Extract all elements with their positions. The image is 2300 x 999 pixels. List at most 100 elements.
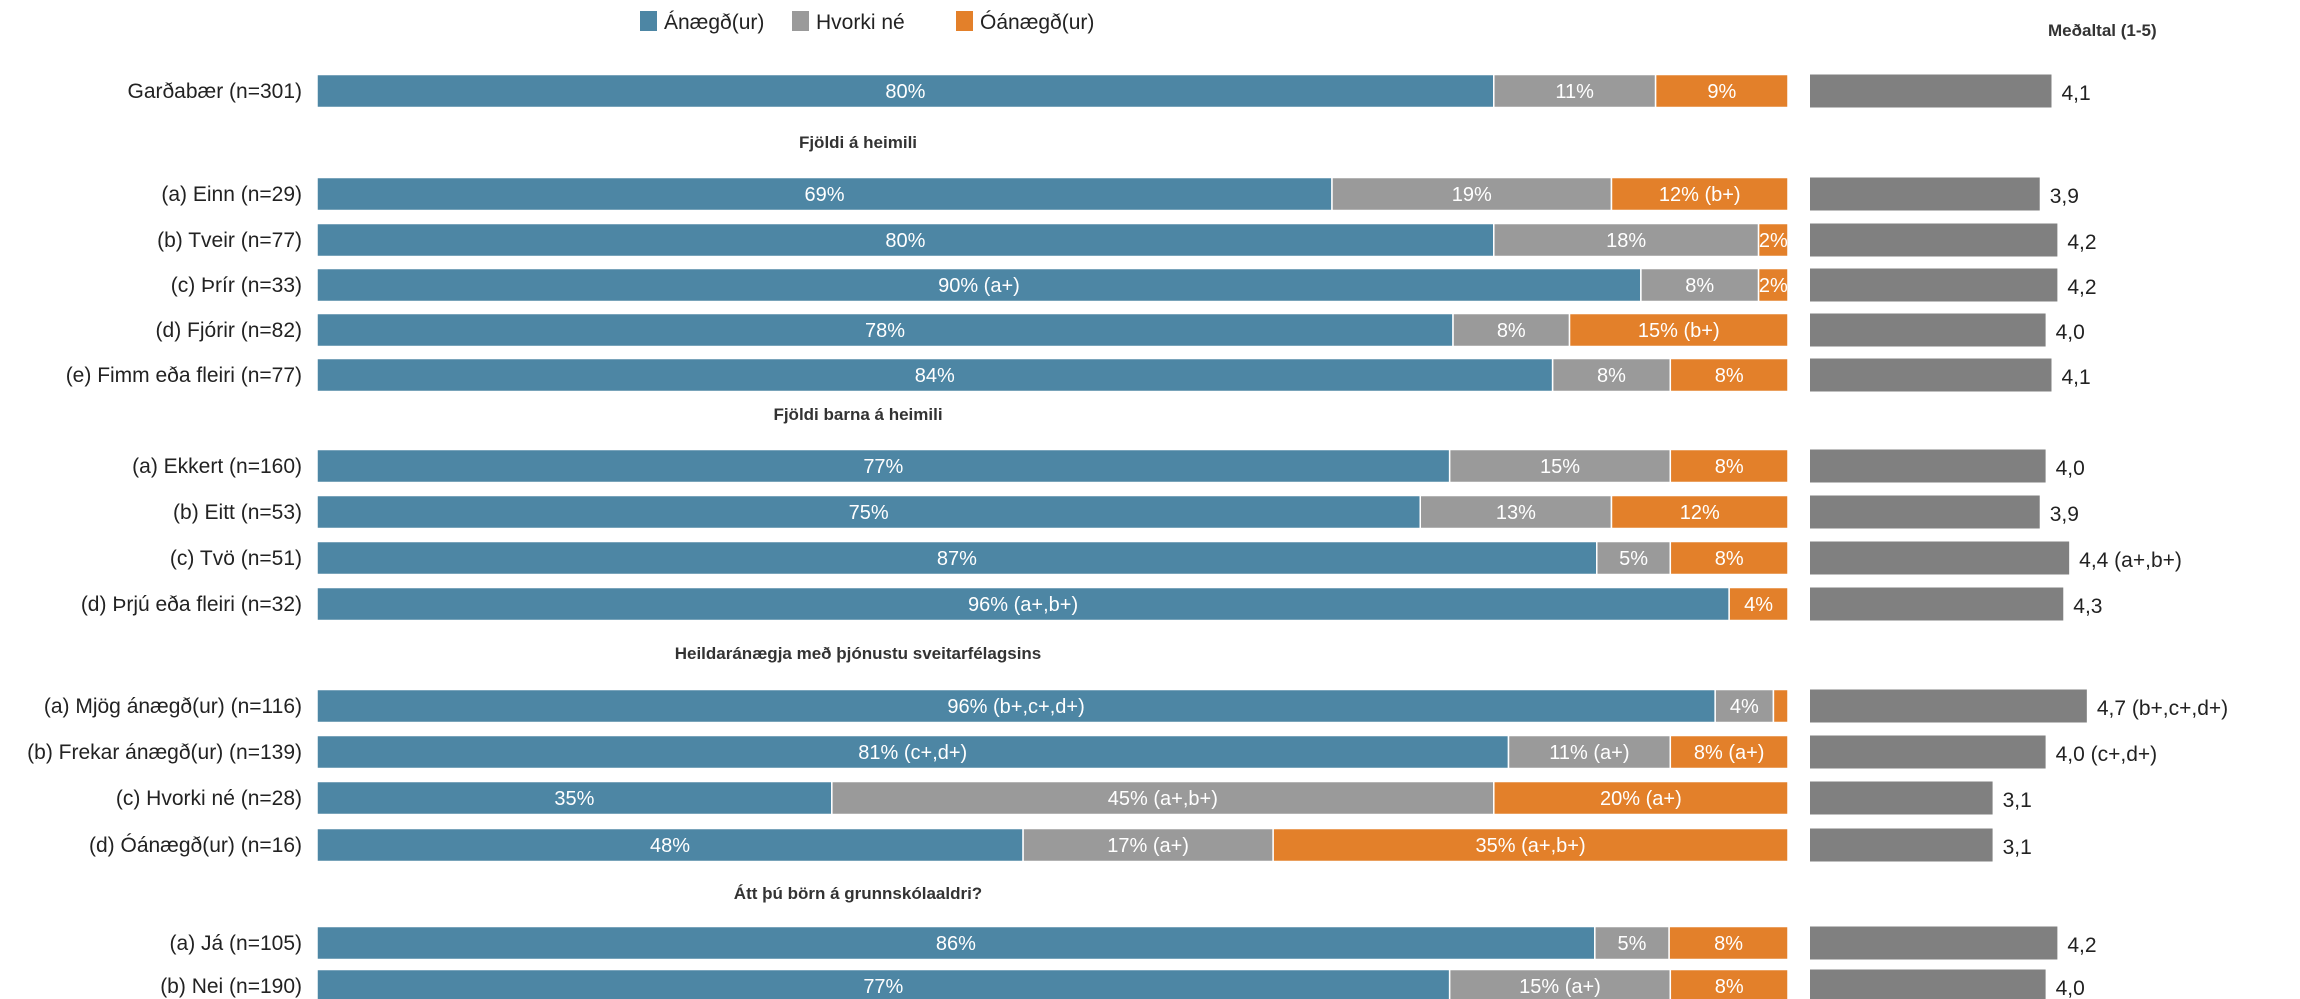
bar-segment-hvorki-ne bbox=[1493, 222, 1760, 258]
bar-segment-hvorki-ne bbox=[1419, 494, 1613, 530]
mean-bar bbox=[1810, 313, 2046, 347]
bar-segment-hvorki-ne bbox=[1452, 312, 1571, 348]
data-label-anaegd-ur: 75% bbox=[849, 502, 889, 524]
bar-segment-hvorki-ne bbox=[1714, 688, 1775, 724]
group-title: Heildaránægja með þjónustu sveitarfélags… bbox=[675, 644, 1042, 663]
bar-segment-anaegd-ur bbox=[316, 312, 1454, 348]
data-label-oanaegd-ur: 15% (b+) bbox=[1638, 320, 1720, 342]
mean-bar bbox=[1810, 735, 2046, 769]
mean-bar bbox=[1810, 223, 2058, 257]
data-label-anaegd-ur: 87% bbox=[937, 548, 977, 570]
row-label: (b) Frekar ánægð(ur) (n=139) bbox=[27, 741, 302, 764]
data-label-hvorki-ne: 18% bbox=[1606, 230, 1646, 252]
data-label-oanaegd-ur: 20% (a+) bbox=[1600, 788, 1682, 810]
data-label-anaegd-ur: 35% bbox=[554, 788, 594, 810]
data-label-oanaegd-ur: 8% (a+) bbox=[1694, 742, 1765, 764]
mean-bar bbox=[1810, 495, 2040, 529]
bar-segment-hvorki-ne bbox=[1493, 73, 1657, 109]
data-label-anaegd-ur: 77% bbox=[863, 456, 903, 478]
bar-segment-anaegd-ur bbox=[316, 540, 1598, 576]
bar-segment-oanaegd-ur bbox=[1669, 734, 1789, 770]
row-label: (d) Óánægð(ur) (n=16) bbox=[89, 834, 302, 857]
data-label-hvorki-ne: 15% (a+) bbox=[1519, 976, 1601, 998]
row-label: (d) Þrjú eða fleiri (n=32) bbox=[81, 593, 302, 616]
bar-segment-hvorki-ne bbox=[1448, 968, 1672, 999]
row-label: (e) Fimm eða fleiri (n=77) bbox=[66, 364, 302, 387]
chart-row: (b) Tveir (n=77) 80% 18% 2% 4,2 bbox=[157, 222, 2097, 258]
legend-swatch bbox=[792, 11, 809, 31]
row-label: (c) Hvorki né (n=28) bbox=[116, 787, 302, 810]
chart-row: (a) Já (n=105) 86% 5% 8% 4,2 bbox=[170, 925, 2097, 961]
mean-column-title: Meðaltal (1-5) bbox=[2048, 21, 2157, 40]
bar-segment-anaegd-ur bbox=[316, 73, 1495, 109]
data-label-anaegd-ur: 86% bbox=[936, 933, 976, 955]
mean-value-label: 3,1 bbox=[2003, 836, 2032, 859]
mean-bar bbox=[1810, 969, 2046, 999]
mean-bar bbox=[1810, 689, 2087, 723]
data-label-oanaegd-ur: 12% bbox=[1680, 502, 1720, 524]
bar-segment-oanaegd-ur bbox=[1669, 357, 1789, 393]
chart-row: (b) Eitt (n=53) 75% 13% 12% 3,9 bbox=[173, 494, 2079, 530]
data-label-hvorki-ne: 19% bbox=[1452, 184, 1492, 206]
bar-segment-anaegd-ur bbox=[316, 448, 1451, 484]
mean-bar bbox=[1810, 541, 2070, 575]
mean-value-label: 4,2 bbox=[2067, 934, 2096, 957]
legend-swatch bbox=[640, 11, 657, 31]
chart-row: Garðabær (n=301) 80% 11% 9% 4,1 bbox=[127, 73, 2091, 109]
row-label: (d) Fjórir (n=82) bbox=[156, 319, 302, 342]
data-label-hvorki-ne: 5% bbox=[1618, 933, 1647, 955]
chart-row: (c) Tvö (n=51) 87% 5% 8% 4,4 (a+,b+) bbox=[170, 540, 2182, 576]
legend-label: Óánægð(ur) bbox=[980, 11, 1094, 34]
chart-row: (a) Einn (n=29) 69% 19% 12% (b+) 3,9 bbox=[161, 176, 2079, 212]
bar-segment-anaegd-ur bbox=[316, 357, 1554, 393]
bar-segment-oanaegd-ur bbox=[1668, 925, 1789, 961]
row-label: Garðabær (n=301) bbox=[127, 80, 302, 103]
mean-value-label: 4,2 bbox=[2067, 276, 2096, 299]
mean-value-label: 4,0 (c+,d+) bbox=[2056, 743, 2158, 766]
legend-swatch bbox=[956, 11, 973, 31]
data-label-anaegd-ur: 69% bbox=[804, 184, 844, 206]
mean-bar bbox=[1810, 781, 1993, 815]
chart-row: (d) Óánægð(ur) (n=16) 48% 17% (a+) 35% (a+,… bbox=[89, 827, 2032, 863]
data-label-oanaegd-ur: 35% (a+,b+) bbox=[1476, 835, 1586, 857]
data-label-anaegd-ur: 80% bbox=[885, 81, 925, 103]
mean-value-label: 4,0 bbox=[2056, 457, 2085, 480]
legend-item-anaegd-ur: Ánægð(ur) bbox=[640, 11, 764, 34]
data-label-oanaegd-ur: 2% bbox=[1759, 275, 1788, 297]
bar-segment-oanaegd-ur bbox=[1654, 73, 1789, 109]
chart-rows: Garðabær (n=301) 80% 11% 9% 4,1 Fjöldi á heim… bbox=[27, 73, 2228, 999]
mean-value-label: 4,0 bbox=[2056, 977, 2085, 999]
row-label: (b) Tveir (n=77) bbox=[157, 229, 302, 252]
chart-row: (c) Þrír (n=33) 90% (a+) 8% 2% 4,2 bbox=[171, 267, 2097, 303]
chart-legend: Ánægð(ur) Hvorki né Óánægð(ur) bbox=[640, 11, 1094, 34]
legend-item-oanaegd-ur: Óánægð(ur) bbox=[956, 11, 1094, 34]
bar-segment-oanaegd-ur bbox=[1757, 222, 1789, 258]
mean-bar bbox=[1810, 926, 2058, 960]
data-label-anaegd-ur: 96% (a+,b+) bbox=[968, 594, 1078, 616]
chart-row: (a) Mjög ánægð(ur) (n=116) 96% (b+,c+,d+)… bbox=[44, 688, 2228, 724]
row-label: (a) Já (n=105) bbox=[170, 932, 302, 955]
bar-segment-anaegd-ur bbox=[316, 267, 1642, 303]
data-label-oanaegd-ur: 8% bbox=[1715, 548, 1744, 570]
bar-segment-hvorki-ne bbox=[1448, 448, 1672, 484]
data-label-hvorki-ne: 4% bbox=[1730, 696, 1759, 718]
row-label: (b) Eitt (n=53) bbox=[173, 501, 302, 524]
data-label-hvorki-ne: 8% bbox=[1497, 320, 1526, 342]
mean-value-label: 3,9 bbox=[2050, 185, 2079, 208]
bar-segment-anaegd-ur bbox=[316, 827, 1024, 863]
data-label-anaegd-ur: 77% bbox=[863, 976, 903, 998]
mean-value-label: 3,1 bbox=[2003, 789, 2032, 812]
row-label: (a) Einn (n=29) bbox=[161, 183, 302, 206]
chart-row: (c) Hvorki né (n=28) 35% 45% (a+,b+) 20% (a… bbox=[116, 780, 2032, 816]
bar-segment-oanaegd-ur bbox=[1493, 780, 1789, 816]
data-label-hvorki-ne: 13% bbox=[1496, 502, 1536, 524]
data-label-anaegd-ur: 48% bbox=[650, 835, 690, 857]
data-label-oanaegd-ur: 8% bbox=[1715, 456, 1744, 478]
row-label: (b) Nei (n=190) bbox=[160, 975, 302, 998]
bar-segment-anaegd-ur bbox=[316, 222, 1495, 258]
row-label: (c) Tvö (n=51) bbox=[170, 547, 302, 570]
bar-segment-oanaegd-ur bbox=[1757, 267, 1789, 303]
bar-segment-anaegd-ur bbox=[316, 780, 833, 816]
bar-segment-oanaegd-ur bbox=[1669, 448, 1789, 484]
